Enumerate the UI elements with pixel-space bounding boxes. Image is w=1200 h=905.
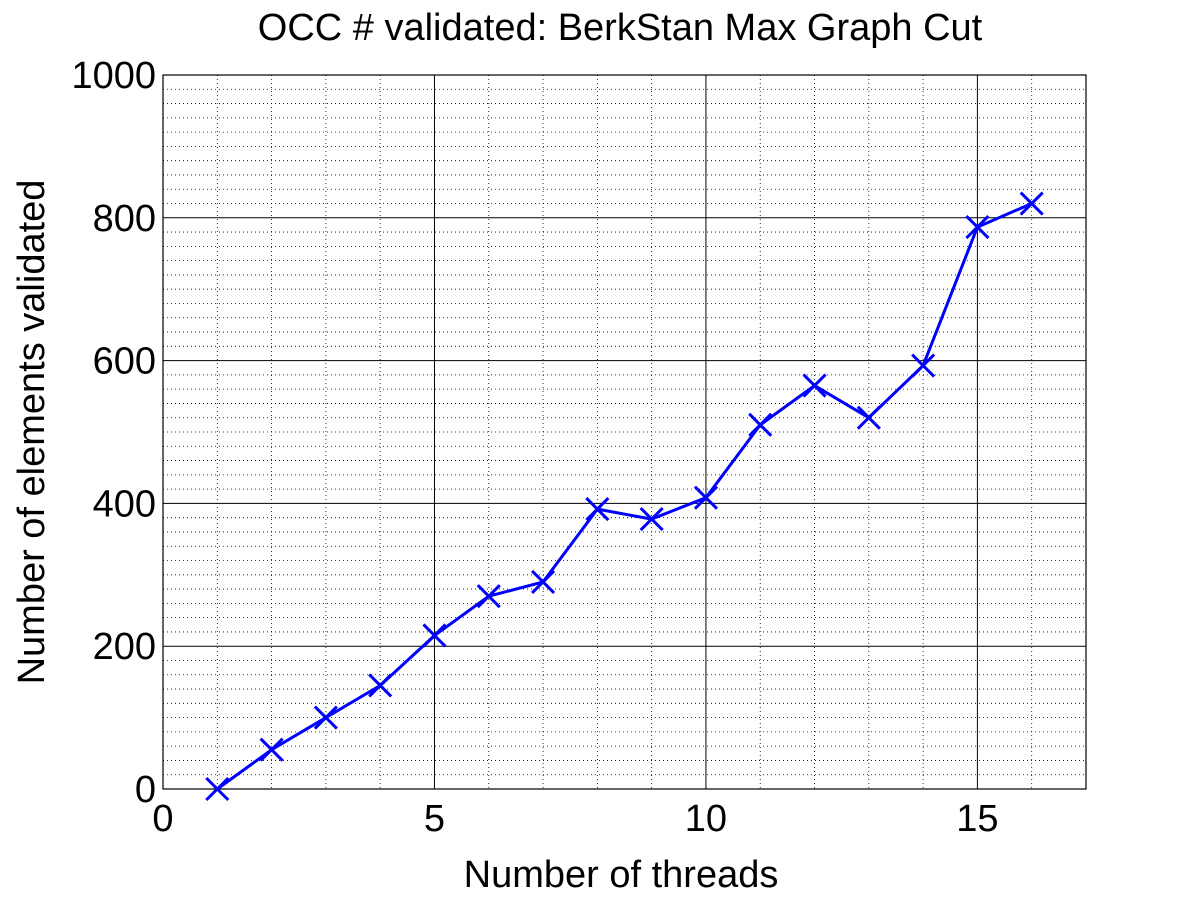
series <box>205 191 1044 802</box>
y-tick-label: 200 <box>93 626 156 668</box>
data-point-marker <box>965 215 990 240</box>
plot-frame <box>162 74 1087 790</box>
data-point-marker <box>693 485 719 510</box>
y-axis-label: Number of elements validated <box>11 180 53 685</box>
grid <box>163 75 1086 789</box>
data-point-marker <box>1019 191 1044 216</box>
data-point-marker <box>259 737 284 762</box>
data-point-marker <box>639 507 664 532</box>
y-tick-label: 1000 <box>71 55 156 97</box>
y-tick-label: 0 <box>135 769 156 811</box>
data-point-marker <box>205 776 230 802</box>
data-point-marker <box>313 705 338 730</box>
y-tick-label: 400 <box>93 483 156 525</box>
data-point-marker <box>422 623 447 648</box>
series-line <box>216 202 1033 791</box>
data-point-marker <box>530 569 556 595</box>
chart-title: OCC # validated: BerkStan Max Graph Cut <box>258 7 983 49</box>
data-point-marker <box>585 497 610 522</box>
data-point-marker <box>368 673 393 698</box>
y-tick-label: 800 <box>93 198 156 240</box>
x-tick-label: 5 <box>424 798 445 840</box>
data-point-marker <box>856 405 881 430</box>
axis-ticks: 0 5 10 15 0 200 400 600 800 1000 <box>71 55 998 840</box>
data-point-marker <box>476 584 501 609</box>
data-point-marker <box>802 373 827 398</box>
data-point-marker <box>748 412 773 437</box>
x-axis-label: Number of threads <box>464 854 779 896</box>
x-tick-label: 10 <box>685 798 727 840</box>
y-tick-label: 600 <box>93 341 156 383</box>
x-tick-label: 0 <box>152 798 173 840</box>
data-point-marker <box>911 353 936 378</box>
x-tick-label: 15 <box>956 798 998 840</box>
